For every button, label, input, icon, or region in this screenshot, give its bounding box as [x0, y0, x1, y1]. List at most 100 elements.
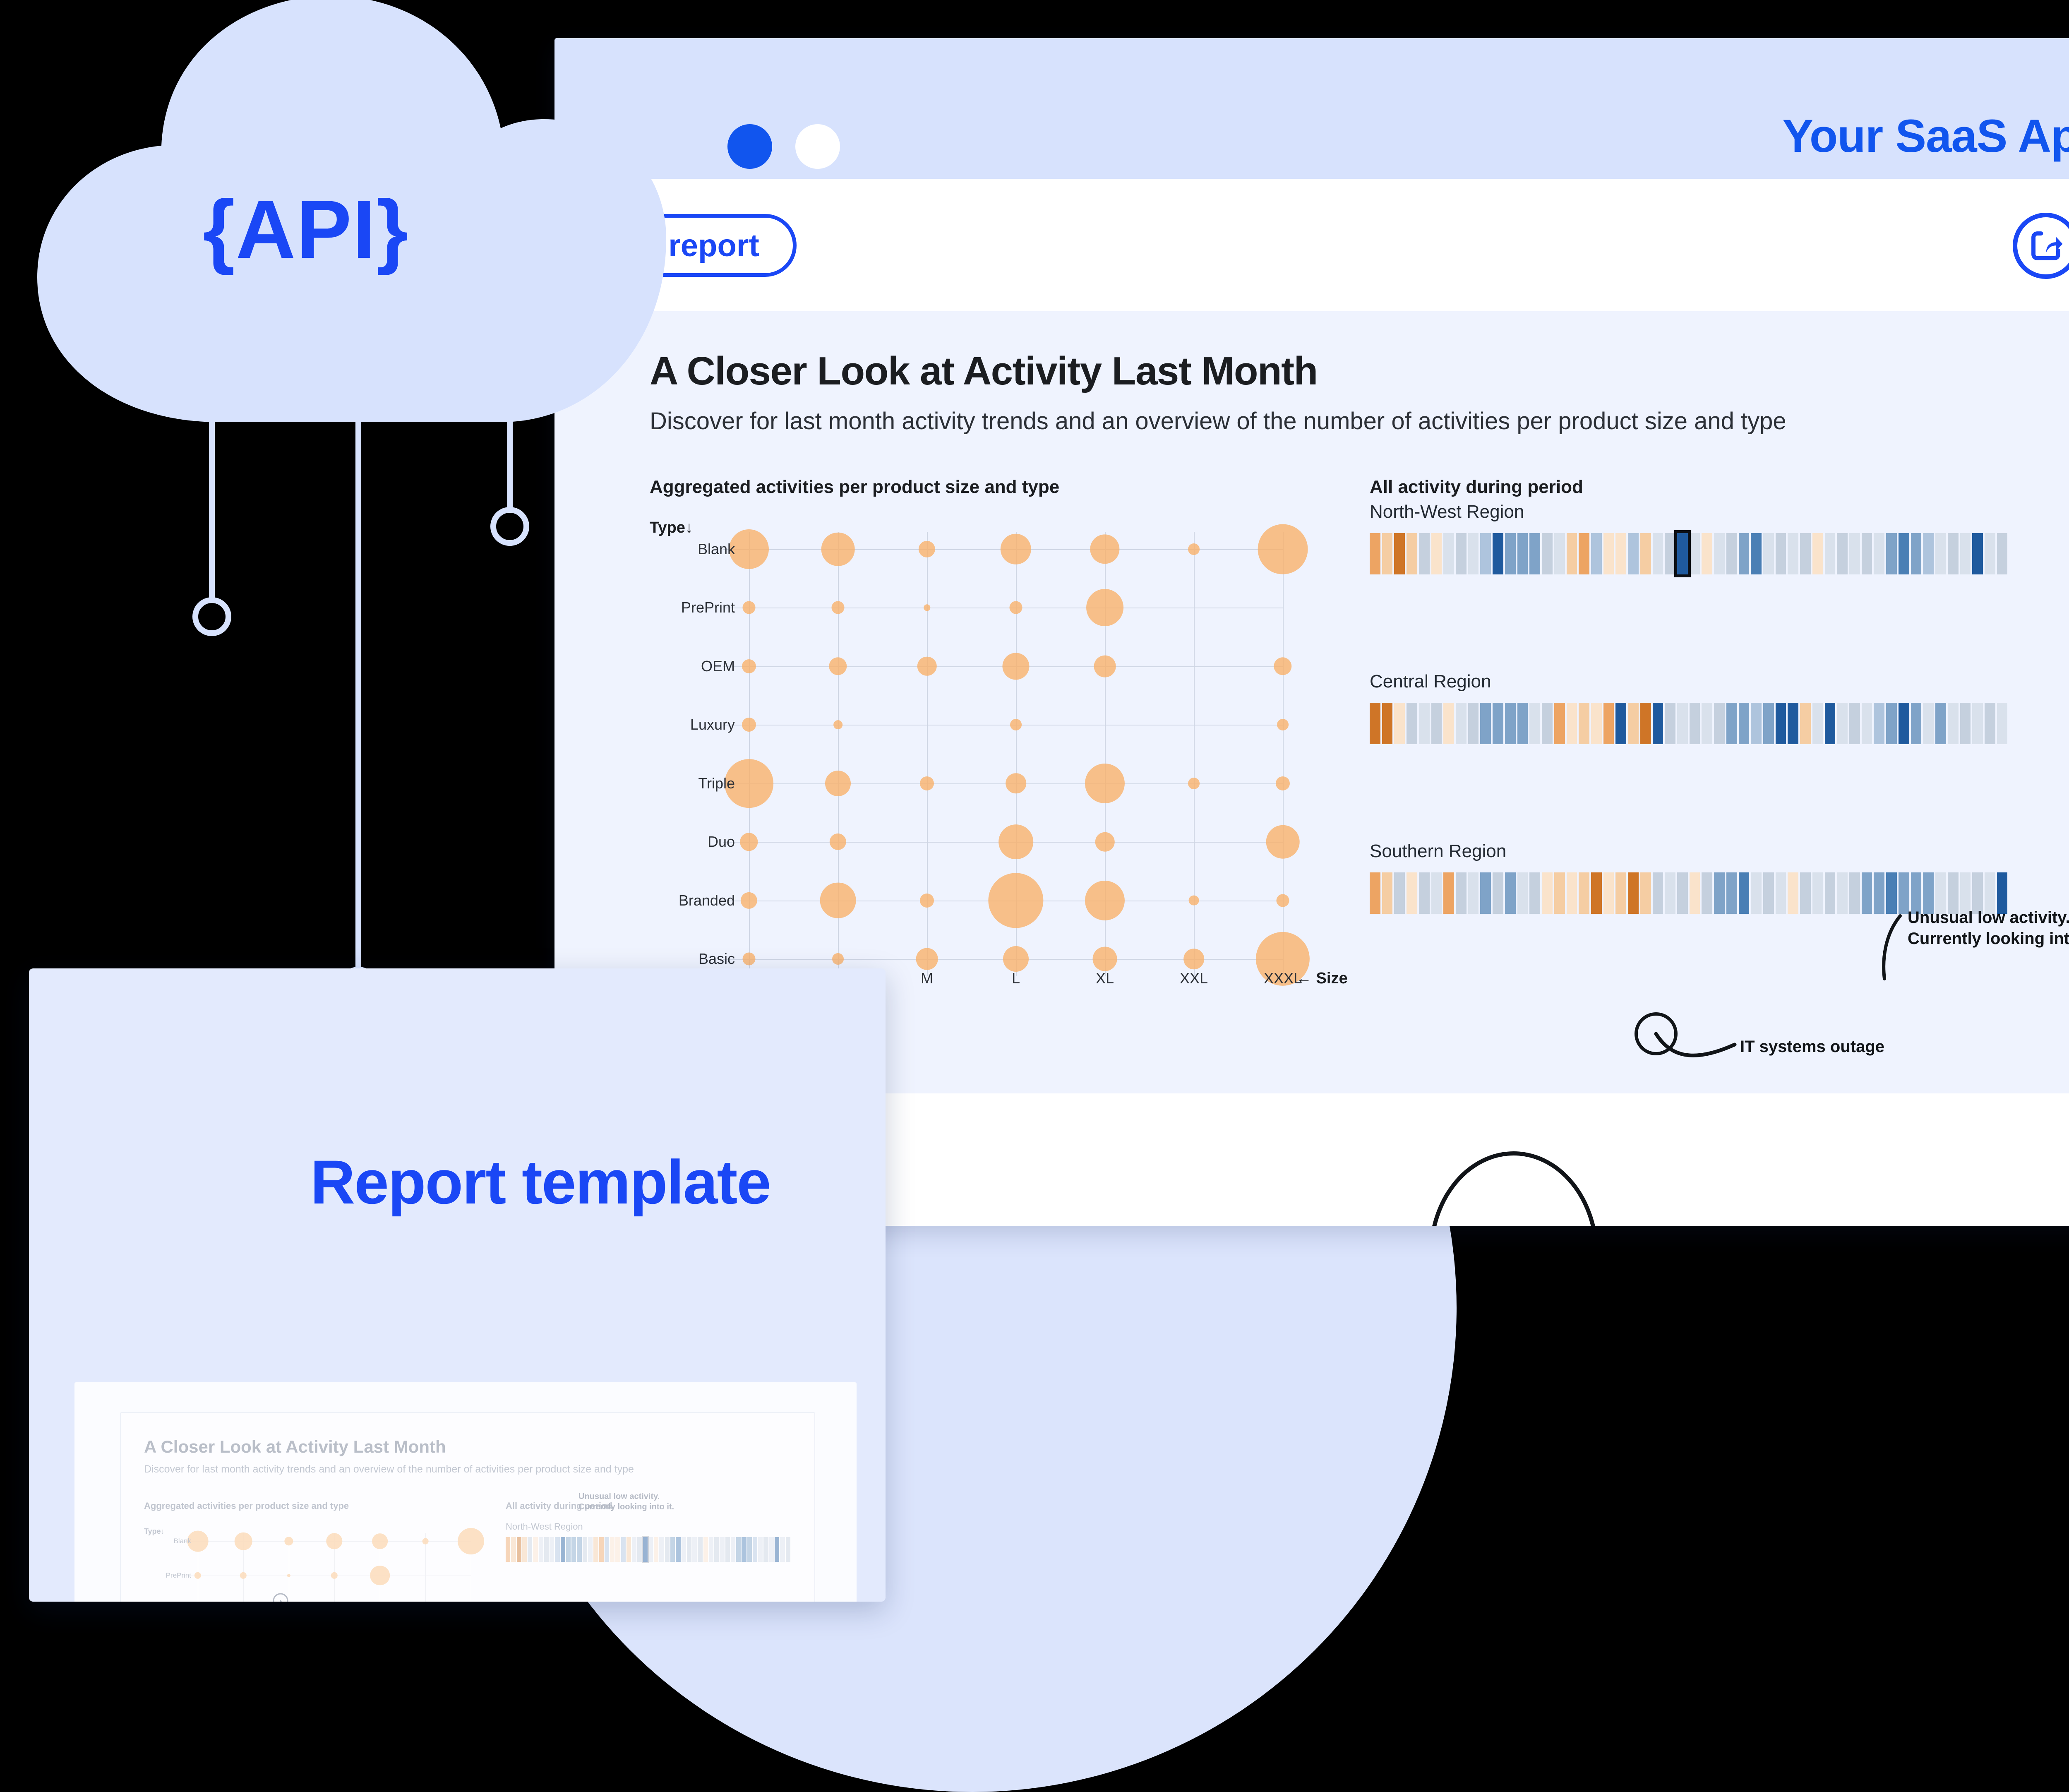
activity-bar[interactable]	[1763, 872, 1774, 914]
activity-bar[interactable]	[648, 1537, 653, 1562]
activity-bar[interactable]	[1566, 872, 1577, 914]
activity-bar[interactable]	[1652, 872, 1663, 914]
activity-bar[interactable]	[533, 1537, 538, 1562]
activity-bar[interactable]	[1542, 872, 1553, 914]
activity-bar[interactable]	[1665, 703, 1675, 744]
activity-bar[interactable]	[1689, 872, 1700, 914]
activity-bar[interactable]	[1886, 872, 1897, 914]
activity-bar[interactable]	[665, 1537, 670, 1562]
activity-bar[interactable]	[1456, 872, 1467, 914]
activity-bar[interactable]	[637, 1537, 642, 1562]
activity-bar[interactable]	[1738, 703, 1750, 744]
activity-bar[interactable]	[1591, 703, 1602, 744]
activity-bar[interactable]	[1468, 872, 1479, 914]
activity-bar[interactable]	[1751, 872, 1762, 914]
activity-bar[interactable]	[1407, 703, 1417, 744]
activity-bar[interactable]	[1702, 533, 1713, 574]
activity-bar[interactable]	[1468, 703, 1479, 744]
activity-bar[interactable]	[1640, 533, 1651, 574]
activity-bar[interactable]	[1407, 533, 1417, 574]
activity-bar[interactable]	[1947, 703, 1959, 744]
activity-bar[interactable]	[1738, 533, 1750, 574]
activity-bar[interactable]	[1529, 533, 1541, 574]
activity-bar[interactable]	[1652, 703, 1663, 744]
activity-bar[interactable]	[1726, 533, 1737, 574]
activity-bar[interactable]	[522, 1537, 527, 1562]
activity-bar[interactable]	[571, 1537, 576, 1562]
activity-bar[interactable]	[1566, 533, 1577, 574]
activity-bar[interactable]	[1579, 703, 1589, 744]
activity-bar[interactable]	[1923, 533, 1934, 574]
activity-bar[interactable]	[1419, 872, 1430, 914]
activity-bar[interactable]	[1726, 703, 1737, 744]
activity-bar[interactable]	[1763, 703, 1774, 744]
activity-bar[interactable]	[1431, 872, 1442, 914]
activity-bar[interactable]	[577, 1537, 582, 1562]
activity-bar[interactable]	[1431, 703, 1442, 744]
activity-bar[interactable]	[775, 1537, 780, 1562]
activity-bar[interactable]	[676, 1537, 681, 1562]
activity-bar[interactable]	[1674, 530, 1691, 577]
activity-bar[interactable]	[1628, 703, 1639, 744]
activity-bar[interactable]	[1824, 703, 1836, 744]
activity-bar[interactable]	[1419, 533, 1430, 574]
activity-bar[interactable]	[1652, 533, 1663, 574]
activity-bar[interactable]	[1702, 703, 1713, 744]
activity-bar[interactable]	[1812, 533, 1823, 574]
activity-bar[interactable]	[1751, 533, 1762, 574]
activity-bar[interactable]	[1456, 533, 1467, 574]
activity-bar[interactable]	[511, 1537, 516, 1562]
activity-bar[interactable]	[1665, 533, 1675, 574]
activity-bar[interactable]	[555, 1537, 560, 1562]
activity-bar[interactable]	[1591, 872, 1602, 914]
activity-bar[interactable]	[1775, 533, 1786, 574]
activity-bar[interactable]	[1997, 703, 2008, 744]
activity-bar[interactable]	[780, 1537, 785, 1562]
activity-bar[interactable]	[1603, 533, 1614, 574]
activity-bar[interactable]	[1911, 872, 1922, 914]
activity-bar[interactable]	[1849, 533, 1860, 574]
activity-bar[interactable]	[610, 1537, 615, 1562]
activity-bar[interactable]	[1529, 872, 1541, 914]
activity-bar[interactable]	[1554, 533, 1565, 574]
activity-bar[interactable]	[1603, 872, 1614, 914]
activity-bar[interactable]	[769, 1537, 774, 1562]
activity-bar[interactable]	[1677, 703, 1688, 744]
activity-bar[interactable]	[1370, 703, 1380, 744]
activity-bar[interactable]	[1960, 872, 1971, 914]
activity-bar[interactable]	[1505, 703, 1516, 744]
activity-bar[interactable]	[1960, 703, 1971, 744]
activity-bar[interactable]	[1615, 872, 1627, 914]
activity-bar[interactable]	[1849, 872, 1860, 914]
activity-bar[interactable]	[654, 1537, 659, 1562]
activity-bar[interactable]	[681, 1537, 686, 1562]
activity-bar[interactable]	[550, 1537, 554, 1562]
activity-bar[interactable]	[528, 1537, 533, 1562]
activity-bar[interactable]	[1788, 872, 1799, 914]
activity-bar[interactable]	[725, 1537, 730, 1562]
activity-bar[interactable]	[1702, 872, 1713, 914]
activity-bar[interactable]	[544, 1537, 549, 1562]
activity-bar[interactable]	[1874, 533, 1885, 574]
activity-bar[interactable]	[1443, 703, 1455, 744]
activity-bar[interactable]	[1382, 703, 1393, 744]
activity-bar[interactable]	[692, 1537, 697, 1562]
activity-bar[interactable]	[1874, 872, 1885, 914]
activity-bar[interactable]	[1935, 533, 1946, 574]
activity-bar[interactable]	[1517, 872, 1528, 914]
activity-bar[interactable]	[708, 1537, 714, 1562]
activity-bar[interactable]	[1714, 872, 1725, 914]
activity-bar[interactable]	[593, 1537, 598, 1562]
activity-bar[interactable]	[752, 1537, 758, 1562]
activity-bar[interactable]	[1517, 703, 1528, 744]
activity-bar[interactable]	[1603, 703, 1614, 744]
report-template-card[interactable]: Report template A Closer Look at Activit…	[29, 968, 886, 1602]
activity-bar[interactable]	[703, 1537, 708, 1562]
activity-bar[interactable]	[1788, 533, 1799, 574]
activity-bar[interactable]	[1997, 872, 2008, 914]
activity-bar[interactable]	[1861, 533, 1872, 574]
activity-bar[interactable]	[1775, 703, 1786, 744]
activity-bar[interactable]	[1960, 533, 1971, 574]
activity-bar[interactable]	[1480, 703, 1491, 744]
activity-bar[interactable]	[506, 1537, 511, 1562]
